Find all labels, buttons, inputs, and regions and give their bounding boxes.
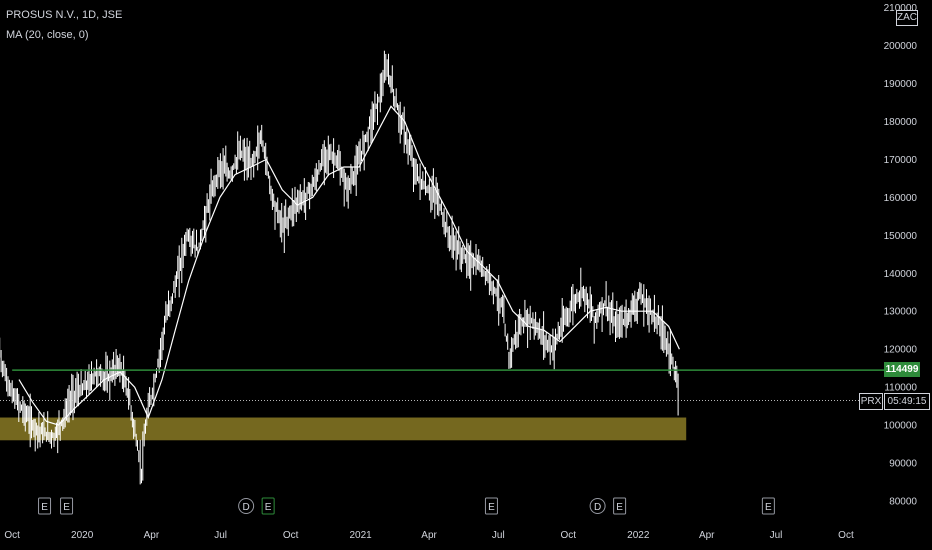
x-tick-label: Jul [492, 530, 505, 541]
x-tick-label: Apr [144, 530, 160, 541]
earnings-marker: E [38, 497, 52, 515]
dividend-marker: D [238, 498, 255, 514]
y-tick-label: 180000 [884, 117, 918, 128]
support-price-tag: 114499 [884, 362, 920, 377]
symbol-title: PROSUS N.V., 1D, JSE [6, 9, 123, 21]
event-mark-label: E [765, 502, 772, 513]
earnings-box [484, 497, 498, 515]
event-mark-label: E [63, 502, 70, 513]
x-tick-label: Oct [838, 530, 854, 541]
earnings-box [761, 497, 775, 515]
reference-lines [0, 369, 884, 401]
earnings-box [38, 497, 52, 515]
y-tick-label: 110000 [884, 383, 917, 394]
earnings-marker: E [484, 497, 498, 515]
earnings-marker: E [60, 497, 74, 515]
y-tick-label: 210000 [884, 3, 918, 14]
ma-line [18, 105, 680, 426]
earnings-box [613, 497, 627, 515]
event-mark-label: E [265, 502, 272, 513]
dividend-circle [238, 498, 255, 514]
y-tick-label: 200000 [884, 41, 918, 52]
y-tick-label: 100000 [884, 421, 918, 432]
y-tick-label: 80000 [889, 497, 917, 508]
y-tick-label: 140000 [884, 269, 918, 280]
x-tick-label: 2020 [71, 530, 94, 541]
event-mark-label: D [243, 502, 250, 513]
countdown-symbol: PRX [859, 393, 883, 410]
y-tick-label: 190000 [884, 79, 918, 90]
x-tick-label: 2021 [349, 530, 372, 541]
event-mark-label: D [594, 502, 601, 513]
x-tick-label: Oct [561, 530, 577, 541]
series-layer [0, 50, 680, 485]
indicator-legend: MA (20, close, 0) [6, 29, 89, 41]
earnings-box [261, 497, 275, 515]
earnings-marker: E [761, 497, 775, 515]
dividend-circle [589, 498, 606, 514]
x-tick-label: 2022 [627, 530, 650, 541]
event-mark-label: E [488, 502, 495, 513]
x-tick-label: Apr [421, 530, 437, 541]
y-tick-label: 170000 [884, 155, 918, 166]
y-tick-label: 130000 [884, 307, 918, 318]
earnings-box [60, 497, 74, 515]
earnings-marker: E [613, 497, 627, 515]
x-tick-label: Jul [770, 530, 783, 541]
x-tick-label: Oct [283, 530, 299, 541]
time-axis[interactable]: Oct 2020 Apr Jul Oct 2021 Apr Jul Oct 2022 Apr Jul O… [4, 530, 854, 541]
x-tick-label: Jul [214, 530, 227, 541]
support-zone [0, 417, 687, 441]
demand-zone-rect [0, 417, 687, 441]
y-tick-label: 160000 [884, 193, 918, 204]
bar-countdown: 05:49:15 [884, 393, 930, 410]
x-tick-label: Oct [4, 530, 20, 541]
x-tick-label: Apr [699, 530, 715, 541]
event-mark-label: E [616, 502, 623, 513]
y-tick-label: 90000 [889, 459, 917, 470]
price-axis[interactable]: 80000 90000 100000 110000 120000 130000 140000… [884, 3, 918, 507]
y-tick-label: 150000 [884, 231, 918, 242]
y-tick-label: 120000 [884, 345, 918, 356]
currency-label[interactable]: ZAC [896, 10, 918, 26]
dividend-marker: D [589, 498, 606, 514]
event-mark-label: E [41, 502, 48, 513]
earnings-marker: E [261, 497, 275, 515]
